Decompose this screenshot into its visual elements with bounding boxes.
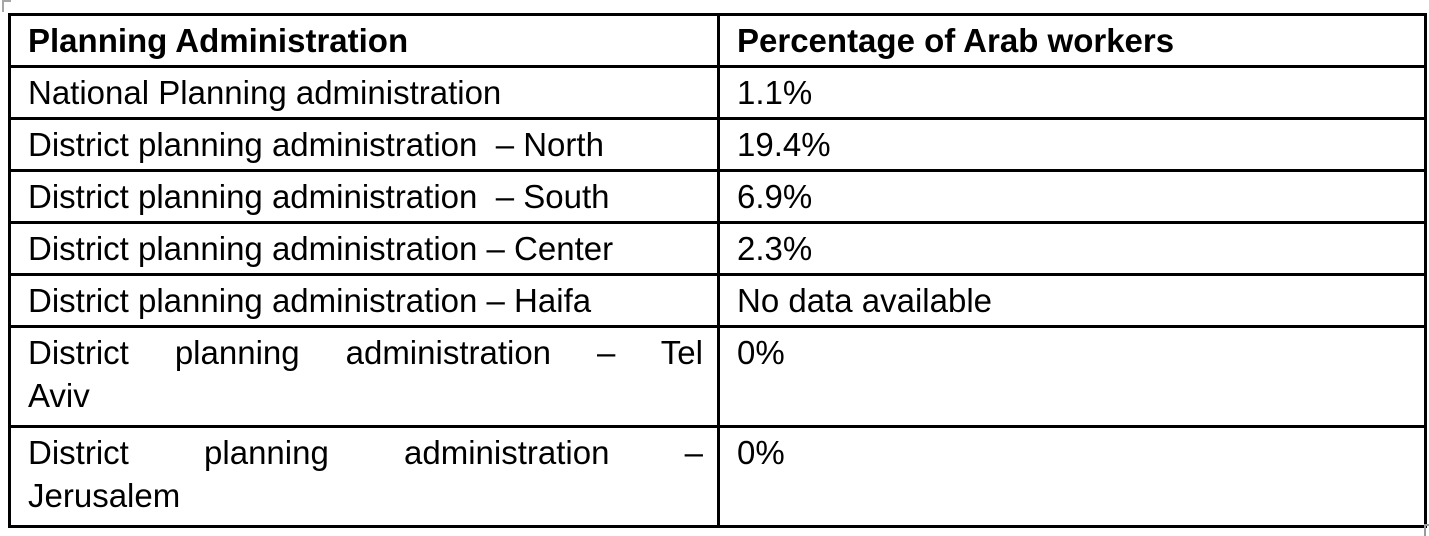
value-cell: 0% bbox=[717, 325, 1427, 428]
table-row: District planning administration – Cente… bbox=[8, 221, 1427, 276]
table-row: District planning administration – Tel A… bbox=[8, 325, 1427, 428]
admin-label-line1: District planning administration – Tel bbox=[28, 334, 703, 371]
admin-cell: District planning administration – Jerus… bbox=[8, 425, 720, 528]
table-row: District planning administration – North… bbox=[8, 117, 1427, 172]
value-cell: 0% bbox=[717, 425, 1427, 528]
admin-label: District planning administration – Cente… bbox=[28, 230, 614, 267]
col-header-planning-administration: Planning Administration bbox=[8, 13, 720, 68]
admin-label-line2: Aviv bbox=[28, 377, 90, 414]
value-cell: No data available bbox=[717, 273, 1427, 328]
admin-cell: District planning administration – South bbox=[8, 169, 720, 224]
admin-cell: District planning administration – Haifa bbox=[8, 273, 720, 328]
admin-cell: District planning administration – Cente… bbox=[8, 221, 720, 276]
admin-label: District planning administration – South bbox=[28, 178, 610, 215]
admin-label: National Planning administration bbox=[28, 74, 502, 111]
value-cell: 1.1% bbox=[717, 65, 1427, 120]
planning-table-wrapper: Planning Administration Percentage of Ar… bbox=[8, 13, 1427, 528]
table-resize-handle[interactable] bbox=[1424, 524, 1429, 536]
admin-label-line1: District planning administration – bbox=[28, 434, 703, 471]
value-cell: 2.3% bbox=[717, 221, 1427, 276]
value-cell: 19.4% bbox=[717, 117, 1427, 172]
col-header-percentage-arab-workers: Percentage of Arab workers bbox=[717, 13, 1427, 68]
table-row: District planning administration – Haifa… bbox=[8, 273, 1427, 328]
table-row: National Planning administration 1.1% bbox=[8, 65, 1427, 120]
admin-cell: District planning administration – Tel A… bbox=[8, 325, 720, 428]
table-move-handle[interactable] bbox=[2, 0, 11, 12]
admin-label: District planning administration – Haifa bbox=[28, 282, 592, 319]
admin-cell: National Planning administration bbox=[8, 65, 720, 120]
table-row: District planning administration – Jerus… bbox=[8, 425, 1427, 528]
value-cell: 6.9% bbox=[717, 169, 1427, 224]
admin-cell: District planning administration – North bbox=[8, 117, 720, 172]
table-row: District planning administration – South… bbox=[8, 169, 1427, 224]
header-row: Planning Administration Percentage of Ar… bbox=[8, 13, 1427, 68]
admin-label: District planning administration – North bbox=[28, 126, 604, 163]
admin-label-line2: Jerusalem bbox=[28, 477, 181, 514]
planning-administration-table: Planning Administration Percentage of Ar… bbox=[8, 13, 1427, 528]
